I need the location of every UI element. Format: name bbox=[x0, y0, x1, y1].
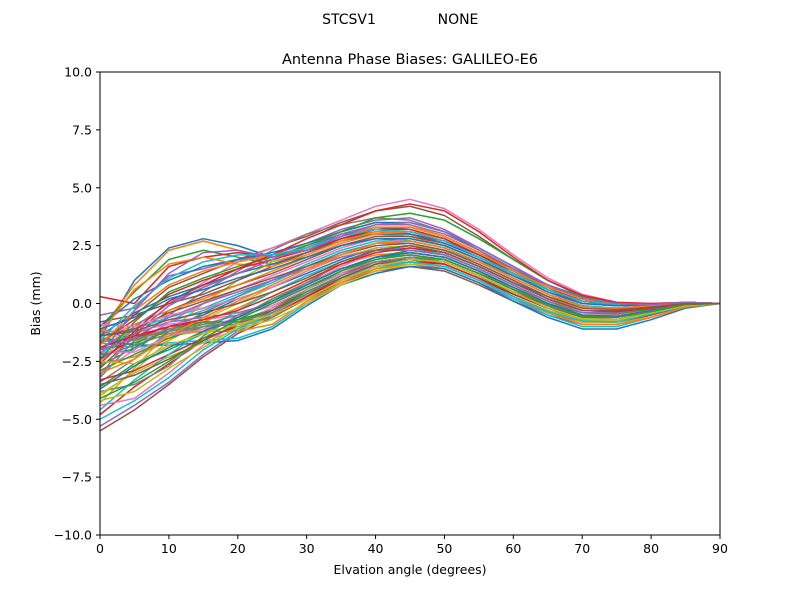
x-tick-label: 70 bbox=[574, 541, 590, 556]
y-tick-label: 5.0 bbox=[72, 180, 92, 195]
x-tick-label: 0 bbox=[96, 541, 104, 556]
y-axis: −10.0 −7.5 −5.0 −2.5 0.0 2.5 5.0 7.5 10.0 bbox=[54, 65, 100, 543]
series-line-54 bbox=[100, 203, 720, 365]
x-axis: 0 10 20 30 40 50 60 70 80 90 bbox=[96, 535, 728, 556]
series-group bbox=[100, 198, 720, 432]
x-axis-label: Elvation angle (degrees) bbox=[333, 562, 486, 577]
x-tick-label: 20 bbox=[230, 541, 246, 556]
series-line-51 bbox=[100, 251, 720, 390]
series-line-64 bbox=[100, 247, 720, 349]
series-line-61 bbox=[100, 237, 720, 330]
suptitle-right: NONE bbox=[438, 12, 479, 28]
y-axis-label: Bias (mm) bbox=[28, 271, 43, 335]
series-line-65 bbox=[100, 221, 720, 355]
y-tick-label: −10.0 bbox=[54, 528, 92, 543]
series-line-46 bbox=[100, 242, 720, 337]
series-line-50 bbox=[100, 261, 720, 420]
y-tick-label: −2.5 bbox=[62, 354, 92, 369]
y-tick-label: 0.0 bbox=[72, 296, 92, 311]
y-tick-label: 10.0 bbox=[64, 65, 92, 80]
series-line-63 bbox=[100, 254, 720, 400]
x-tick-label: 50 bbox=[436, 541, 452, 556]
x-tick-label: 40 bbox=[368, 541, 384, 556]
x-tick-label: 30 bbox=[299, 541, 315, 556]
series-line-60 bbox=[100, 228, 720, 342]
series-line-55 bbox=[100, 249, 720, 351]
series-line-66 bbox=[100, 244, 720, 337]
x-tick-label: 60 bbox=[505, 541, 521, 556]
x-tick-label: 10 bbox=[161, 541, 177, 556]
y-tick-label: 7.5 bbox=[72, 122, 92, 137]
y-tick-label: −7.5 bbox=[62, 470, 92, 485]
series-line-62 bbox=[100, 240, 720, 374]
y-tick-label: 2.5 bbox=[72, 238, 92, 253]
chart-title: Antenna Phase Biases: GALILEO-E6 bbox=[282, 52, 538, 68]
series-line-59 bbox=[100, 258, 720, 365]
y-tick-label: −5.0 bbox=[62, 412, 92, 427]
x-tick-label: 80 bbox=[643, 541, 659, 556]
x-tick-label: 90 bbox=[712, 541, 728, 556]
suptitle-left: STCSV1 bbox=[322, 12, 376, 28]
